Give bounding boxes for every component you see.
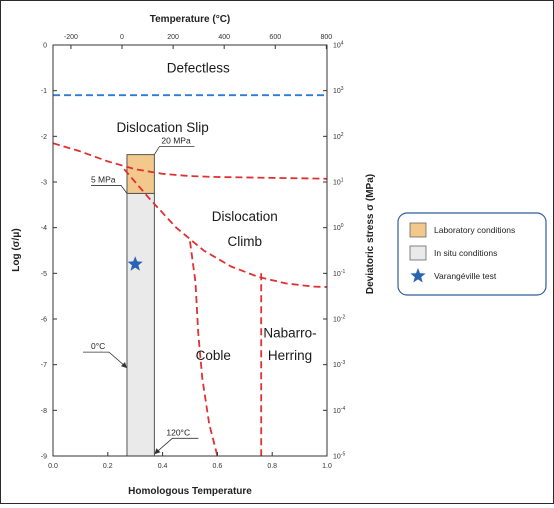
annotation-120c: 120°C (166, 427, 190, 437)
x-tick-label: 0.2 (103, 463, 113, 470)
top-tick-label: 600 (269, 34, 281, 41)
right-tick-base: 10 (333, 362, 341, 369)
right-tick-exponent: -1 (341, 269, 346, 275)
x-tick-label: 0.0 (48, 463, 58, 470)
x-tick-label: 0.6 (213, 463, 223, 470)
legend-label: Laboratory conditions (434, 225, 515, 235)
legend-star-icon (410, 268, 426, 283)
region-label: Herring (268, 348, 312, 363)
right-tick-exponent: 0 (341, 223, 344, 229)
boundary-coble-a (189, 241, 219, 457)
top-tick-label: 800 (320, 34, 332, 41)
right-axis-title: Deviatoric stress σ (MPa) (365, 174, 376, 294)
y-tick-label: -7 (41, 362, 47, 369)
right-tick-base: 10 (333, 317, 341, 324)
right-tick-exponent: -4 (341, 406, 346, 412)
region-label: Coble (196, 348, 231, 363)
right-tick-label: 103 (333, 86, 344, 95)
legend-label: Varangéville test (434, 271, 497, 281)
annotations: 20 MPa 5 MPa 0°C 120°C (82, 136, 199, 455)
legend-label: In situ conditions (434, 248, 497, 258)
x-tick-label: 0.4 (158, 463, 168, 470)
right-tick-label: 101 (333, 178, 344, 187)
y-tick-label: -2 (41, 134, 47, 141)
right-tick-exponent: 2 (341, 132, 344, 138)
region-label: Dislocation (212, 209, 278, 224)
legend-swatch (409, 222, 427, 238)
boundary-climb-diffusion (123, 168, 328, 288)
legend: Laboratory conditions In situ conditions V… (397, 212, 547, 296)
right-tick-label: 102 (333, 132, 344, 141)
right-tick-base: 10 (333, 408, 341, 415)
right-tick-base: 10 (333, 134, 341, 141)
right-tick-label: 10-1 (333, 269, 345, 278)
leader-0c (82, 351, 126, 367)
y-tick-label: -8 (41, 408, 47, 415)
region-label: Nabarro- (263, 325, 316, 340)
right-tick-label: 104 (333, 41, 344, 50)
right-tick-base: 10 (333, 43, 341, 50)
plot-frame (52, 44, 328, 457)
axes: 0.0 0.2 0.4 0.6 0.8 1.0 -200 0 200 400 600 800 0 -1 -2… (41, 34, 346, 470)
y-tick-label: -9 (41, 454, 47, 461)
top-tick-label: -200 (64, 34, 78, 41)
right-tick-exponent: 1 (341, 178, 344, 184)
top-tick-label: 200 (167, 34, 179, 41)
in-situ-box (126, 192, 155, 457)
boundary-lines (52, 94, 328, 457)
region-label: Dislocation Slip (116, 120, 208, 135)
right-tick-base: 10 (333, 454, 341, 461)
right-tick-exponent: 4 (341, 41, 344, 47)
leader-5mpa (90, 185, 128, 194)
right-tick-base: 10 (333, 88, 341, 95)
condition-boxes (126, 154, 155, 457)
right-tick-exponent: -2 (341, 315, 346, 321)
top-tick-label: 400 (218, 34, 230, 41)
right-tick-exponent: 3 (341, 86, 344, 92)
right-tick-label: 10-5 (333, 452, 345, 461)
annotation-0c: 0°C (91, 341, 105, 351)
y-tick-label: -4 (41, 225, 47, 232)
annotation-5mpa: 5 MPa (91, 174, 116, 184)
leader-120c (156, 437, 199, 453)
laboratory-box (126, 154, 155, 194)
y-tick-label: -3 (41, 180, 47, 187)
top-tick-label: 0 (120, 34, 124, 41)
right-tick-label: 100 (333, 223, 344, 232)
region-label: Climb (228, 234, 263, 249)
x-tick-label: 1.0 (322, 463, 332, 470)
x-tick-label: 0.8 (267, 463, 277, 470)
boundary-slip-climb (52, 142, 328, 180)
right-tick-exponent: -3 (341, 360, 346, 366)
right-tick-label: 10-2 (333, 315, 345, 324)
right-tick-exponent: -5 (341, 452, 346, 458)
y-tick-label: -5 (41, 271, 47, 278)
y-tick-label: -6 (41, 317, 47, 324)
varangeville-test-star (127, 256, 143, 271)
region-label: Defectless (167, 60, 230, 75)
right-tick-base: 10 (333, 225, 341, 232)
arrow-head-0c (120, 362, 127, 369)
right-tick-base: 10 (333, 271, 341, 278)
legend-swatch (409, 245, 427, 261)
legend-box (397, 212, 547, 296)
right-tick-base: 10 (333, 180, 341, 187)
annotation-20mpa: 20 MPa (161, 136, 191, 146)
region-labels: Defectless Dislocation Slip Dislocation Cli… (116, 60, 316, 363)
left-axis-title: Log (σ/μ) (11, 228, 22, 272)
y-tick-label: 0 (43, 43, 47, 50)
top-axis-title: Temperature (°C) (150, 14, 231, 25)
arrow-head-120c (154, 448, 161, 455)
bottom-axis-title: Homologous Temperature (128, 486, 252, 497)
right-tick-label: 10-4 (333, 406, 345, 415)
right-tick-label: 10-3 (333, 360, 345, 369)
y-tick-label: -1 (41, 88, 47, 95)
leader-20mpa (154, 146, 195, 155)
